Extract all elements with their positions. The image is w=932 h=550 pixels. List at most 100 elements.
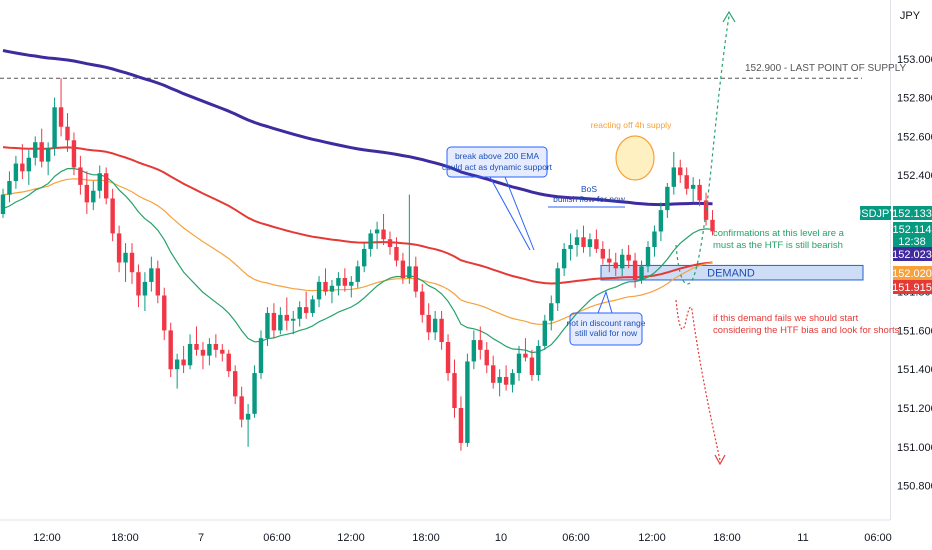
candle-down (684, 175, 689, 189)
price-badge (893, 222, 932, 248)
candle-up (149, 268, 154, 282)
candle-up (252, 373, 257, 414)
candle-down (200, 349, 206, 356)
candle-up (368, 233, 373, 249)
candle-up (665, 186, 670, 211)
candle-down (58, 107, 64, 127)
candle-down (84, 184, 90, 203)
price-badge (893, 266, 932, 280)
price-badge-value: 152.020 (892, 268, 932, 280)
candle-down (478, 340, 483, 350)
candle-down (213, 343, 219, 350)
candle-down (168, 330, 173, 370)
price-tick-label: 151.400 (897, 364, 932, 376)
candle-down (523, 353, 528, 358)
candle-down (303, 307, 309, 313)
price-badge (893, 206, 932, 220)
candle-up (52, 107, 57, 149)
price-badge (893, 247, 932, 261)
candle-down (394, 246, 399, 261)
candle-up (645, 246, 651, 267)
demand-zone (600, 264, 864, 281)
candle-up (510, 373, 515, 385)
ema-50-line (2, 178, 713, 325)
symbol-badge (860, 206, 891, 220)
candle-up (465, 361, 470, 443)
candle-down (445, 342, 451, 374)
candle-up (497, 376, 502, 383)
candle-down (491, 365, 496, 383)
ema-200-line (2, 49, 713, 207)
last-point-of-supply-label: 152.900 - LAST POINT OF SUPPLY (745, 63, 907, 74)
candle-down (136, 272, 141, 296)
candle-up (258, 338, 264, 374)
candle-up (91, 190, 96, 203)
time-tick-label: 06:00 (263, 532, 291, 544)
candle-up (207, 343, 212, 356)
ema-note-pointer (489, 176, 535, 251)
candle-up (0, 194, 6, 214)
candle-up (245, 413, 251, 420)
candle-down (613, 262, 618, 269)
candle-up (174, 359, 180, 370)
candle-down (600, 248, 606, 259)
ema-note-text: could act as dynamic support (442, 162, 553, 172)
fail-note-text: considering the HTF bias and look for sh… (713, 325, 900, 336)
candle-up (432, 318, 438, 333)
ema-note-text: break above 200 EMA (455, 151, 539, 161)
demand-zone-label: DEMAND (707, 268, 755, 280)
price-badge-value: 152.133 (892, 208, 932, 220)
candle-up (374, 229, 380, 234)
discount-note-text: still valid for now (575, 328, 638, 338)
price-tick-label: 151.600 (897, 325, 932, 337)
candle-down (626, 254, 631, 261)
candle-up (362, 248, 367, 267)
candle-down (220, 349, 225, 354)
candle-up (549, 303, 554, 321)
time-tick-label: 06:00 (864, 532, 892, 544)
candle-down (194, 343, 199, 350)
candle-down (181, 359, 186, 366)
time-tick-label: 10 (495, 532, 507, 544)
candle-down (632, 260, 638, 280)
bullish-projection-path (675, 15, 730, 285)
candle-down (162, 295, 167, 331)
candle-down (381, 229, 386, 240)
candle-down (78, 167, 83, 185)
bos-note-text: BoS (581, 184, 597, 194)
ema-100-line (2, 146, 713, 285)
supply-note-text: reacting off 4h supply (591, 120, 672, 130)
candle-up (652, 231, 657, 247)
time-tick-label: 06:00 (562, 532, 590, 544)
price-badge-value: 152.114 (893, 224, 932, 236)
price-badge-value: 151.915 (892, 282, 932, 294)
time-tick-label: 12:00 (337, 532, 365, 544)
candle-up (7, 181, 12, 195)
candle-down (284, 314, 289, 321)
candle-down (529, 357, 535, 376)
candle-up (574, 237, 580, 246)
candle-down (271, 312, 277, 331)
time-tick-label: 11 (797, 532, 808, 544)
candle-up (561, 248, 567, 269)
candle-down (413, 266, 418, 292)
candle-up (26, 157, 31, 172)
candle-up (536, 345, 541, 376)
ema-20-line (2, 167, 713, 354)
candle-up (671, 167, 676, 187)
candle-up (265, 312, 270, 339)
candle-down (342, 278, 348, 286)
candle-down (226, 353, 231, 372)
candle-up (123, 252, 128, 263)
candle-down (104, 173, 109, 199)
candle-up (336, 278, 341, 286)
candle-down (110, 198, 115, 234)
candle-down (116, 233, 122, 263)
candle-up (568, 245, 573, 249)
price-badge-countdown: 12:38 (898, 236, 926, 248)
bos-note-text: bullish flow for now (553, 194, 626, 204)
candle-down (678, 167, 683, 176)
candle-up (97, 173, 102, 191)
